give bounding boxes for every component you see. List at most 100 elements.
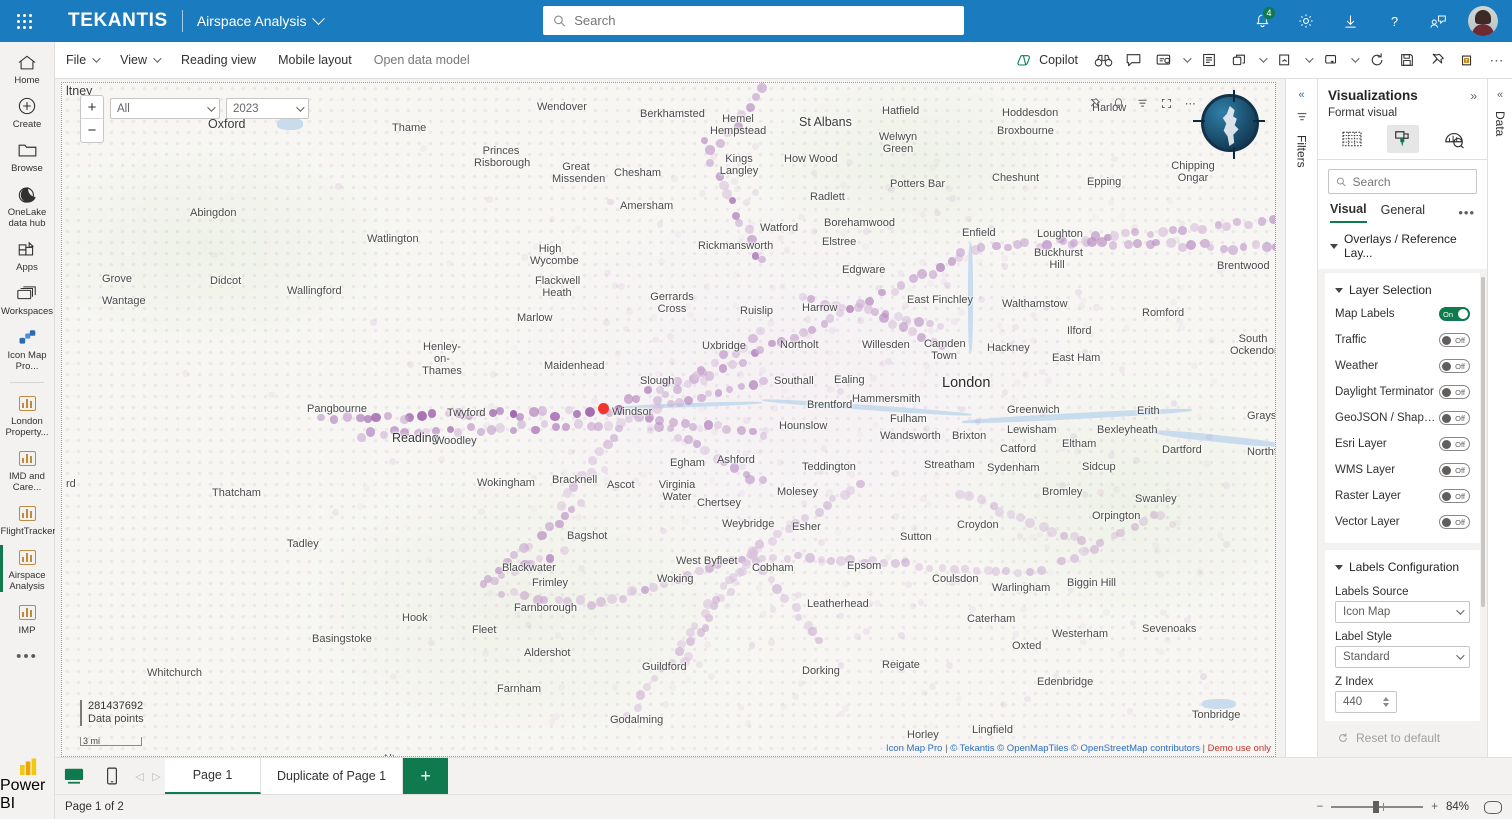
fit-to-page-icon[interactable] bbox=[1484, 801, 1502, 814]
power-bi-footer[interactable]: Power BI bbox=[0, 757, 55, 813]
filter-icon[interactable] bbox=[1132, 93, 1153, 114]
refresh-icon[interactable] bbox=[1362, 46, 1392, 74]
menu-mobile-layout[interactable]: Mobile layout bbox=[267, 46, 363, 74]
desktop-view-icon[interactable] bbox=[55, 758, 93, 794]
sidebar-item-home[interactable]: Home bbox=[0, 46, 55, 90]
filters-pane-collapsed[interactable]: « Filters bbox=[1285, 79, 1318, 762]
share-icon[interactable] bbox=[1224, 46, 1254, 74]
map-surface[interactable]: + − All 2023 bbox=[62, 83, 1275, 756]
attribution-openmaptiles[interactable]: © OpenMapTiles bbox=[997, 743, 1068, 754]
attribution-osm[interactable]: © OpenStreetMap contributors bbox=[1071, 743, 1200, 754]
format-settings-scroll[interactable]: Layer Selection Map Labels On Traffic Of… bbox=[1318, 269, 1487, 762]
sidebar-item-airspace-analysis[interactable]: Airspace Analysis bbox=[0, 541, 55, 596]
exclusive-icon[interactable]: T bbox=[1452, 46, 1482, 74]
toggle-wms-layer[interactable]: Off bbox=[1439, 463, 1470, 477]
zoom-in-button[interactable]: + bbox=[1431, 801, 1438, 813]
notes-icon[interactable] bbox=[1194, 46, 1224, 74]
spinner-icon[interactable] bbox=[1383, 697, 1389, 707]
slicer-all-dropdown[interactable]: All bbox=[110, 98, 220, 119]
collapse-icon[interactable]: « bbox=[1497, 89, 1503, 101]
save-icon[interactable] bbox=[1392, 46, 1422, 74]
sidebar-item-create[interactable]: Create bbox=[0, 90, 55, 134]
zoom-slider[interactable] bbox=[1331, 806, 1423, 808]
sidebar-item-apps[interactable]: Apps bbox=[0, 233, 55, 277]
tab-build-visual[interactable] bbox=[1336, 125, 1368, 153]
labels-configuration-header[interactable]: Labels Configuration bbox=[1325, 552, 1480, 578]
tab-analytics[interactable] bbox=[1438, 125, 1470, 153]
download-icon[interactable] bbox=[1330, 0, 1370, 42]
tab-format-visual[interactable] bbox=[1387, 125, 1419, 153]
sidebar-item-onelake-data-hub[interactable]: OneLake data hub bbox=[0, 178, 55, 233]
add-page-button[interactable]: + bbox=[403, 758, 448, 794]
help-icon[interactable]: ? bbox=[1374, 0, 1414, 42]
more-icon[interactable]: ⋯ bbox=[1482, 46, 1512, 74]
next-page-arrow[interactable]: ▷ bbox=[148, 758, 165, 794]
tab-general[interactable]: General bbox=[1381, 203, 1425, 222]
toggle-daylight-terminator[interactable]: Off bbox=[1439, 385, 1470, 399]
toggle-raster-layer[interactable]: Off bbox=[1439, 489, 1470, 503]
sidebar-item-flighttracker[interactable]: FlightTracker bbox=[0, 497, 55, 541]
sidebar-item-london-property[interactable]: London Property... bbox=[0, 387, 55, 442]
label-style-dropdown[interactable]: Standard bbox=[1335, 646, 1470, 668]
z-index-stepper[interactable]: 440 bbox=[1335, 691, 1397, 713]
section-overlays-reference-layers[interactable]: Overlays / Reference Lay... bbox=[1318, 223, 1487, 269]
comment-icon[interactable] bbox=[1118, 46, 1148, 74]
page-tab-duplicate-of-page-1[interactable]: Duplicate of Page 1 bbox=[261, 758, 403, 794]
menu-file[interactable]: File bbox=[55, 46, 109, 74]
filters-label[interactable]: Filters bbox=[1295, 135, 1309, 168]
toggle-vector-layer[interactable]: Off bbox=[1439, 515, 1470, 529]
menu-open-data-model[interactable]: Open data model bbox=[363, 46, 481, 74]
menu-view[interactable]: View bbox=[109, 46, 170, 74]
expand-pane-icon[interactable]: » bbox=[1470, 89, 1477, 103]
format-search-input[interactable] bbox=[1353, 175, 1469, 189]
layer-selection-header[interactable]: Layer Selection bbox=[1325, 275, 1480, 301]
labels-source-dropdown[interactable]: Icon Map bbox=[1335, 601, 1470, 623]
page-tab-page-1[interactable]: Page 1 bbox=[165, 758, 261, 794]
search-input[interactable] bbox=[574, 13, 954, 28]
toggle-traffic[interactable]: Off bbox=[1439, 333, 1470, 347]
toggle-esri-layer[interactable]: Off bbox=[1439, 437, 1470, 451]
data-pane-collapsed[interactable]: « Data bbox=[1488, 79, 1512, 762]
prev-page-arrow[interactable]: ◁ bbox=[131, 758, 148, 794]
menu-reading-view[interactable]: Reading view bbox=[170, 46, 267, 74]
chevron-down-icon[interactable] bbox=[1300, 46, 1316, 74]
alert-icon[interactable] bbox=[1108, 93, 1129, 114]
tab-visual[interactable]: Visual bbox=[1330, 202, 1367, 223]
reset-to-default-button[interactable]: Reset to default bbox=[1325, 721, 1480, 755]
bookmark-icon[interactable] bbox=[1270, 46, 1300, 74]
app-launcher-icon[interactable] bbox=[0, 0, 48, 42]
icon-map-visual[interactable]: + − All 2023 bbox=[61, 82, 1276, 757]
view-icon[interactable] bbox=[1316, 46, 1346, 74]
more-icon[interactable]: ⋯ bbox=[1180, 93, 1201, 114]
attribution-tekantis[interactable]: © Tekantis bbox=[950, 743, 994, 754]
zoom-slider-thumb[interactable] bbox=[1373, 801, 1379, 813]
notifications-icon[interactable]: 4 bbox=[1242, 0, 1282, 42]
selected-data-point[interactable] bbox=[598, 403, 609, 414]
zoom-out-button[interactable]: − bbox=[1317, 801, 1324, 813]
pin-icon[interactable] bbox=[1084, 93, 1105, 114]
slicer-year-dropdown[interactable]: 2023 bbox=[226, 98, 309, 119]
feedback-icon[interactable] bbox=[1418, 0, 1458, 42]
collapse-icon[interactable]: « bbox=[1298, 89, 1304, 101]
sidebar-item-icon-map-pro[interactable]: Icon Map Pro... bbox=[0, 321, 55, 376]
sidebar-more-button[interactable]: ••• bbox=[16, 640, 38, 669]
toggle-map-labels[interactable]: On bbox=[1439, 307, 1470, 321]
binoculars-icon[interactable] bbox=[1088, 46, 1118, 74]
sidebar-item-workspaces[interactable]: Workspaces bbox=[0, 277, 55, 321]
pin-icon[interactable] bbox=[1422, 46, 1452, 74]
brand-logo[interactable]: TEKANTIS bbox=[48, 10, 182, 32]
attribution-product[interactable]: Icon Map Pro bbox=[886, 743, 943, 754]
toggle-geojson-shape[interactable]: Off bbox=[1439, 411, 1470, 425]
subtab-more-icon[interactable]: ••• bbox=[1458, 205, 1475, 220]
copilot-button[interactable]: Copilot bbox=[1007, 53, 1088, 68]
pane-scrollbar[interactable] bbox=[1481, 277, 1485, 607]
sidebar-item-imd-and-care[interactable]: IMD and Care... bbox=[0, 442, 55, 497]
zoom-in-button[interactable]: + bbox=[81, 96, 103, 119]
map-zoom-controls[interactable]: + − bbox=[80, 95, 104, 143]
subscribe-icon[interactable] bbox=[1148, 46, 1178, 74]
format-search[interactable] bbox=[1328, 169, 1477, 194]
app-title-dropdown[interactable]: Airspace Analysis bbox=[183, 13, 323, 29]
user-avatar[interactable] bbox=[1468, 6, 1498, 36]
chevron-down-icon[interactable] bbox=[1254, 46, 1270, 74]
toggle-weather[interactable]: Off bbox=[1439, 359, 1470, 373]
